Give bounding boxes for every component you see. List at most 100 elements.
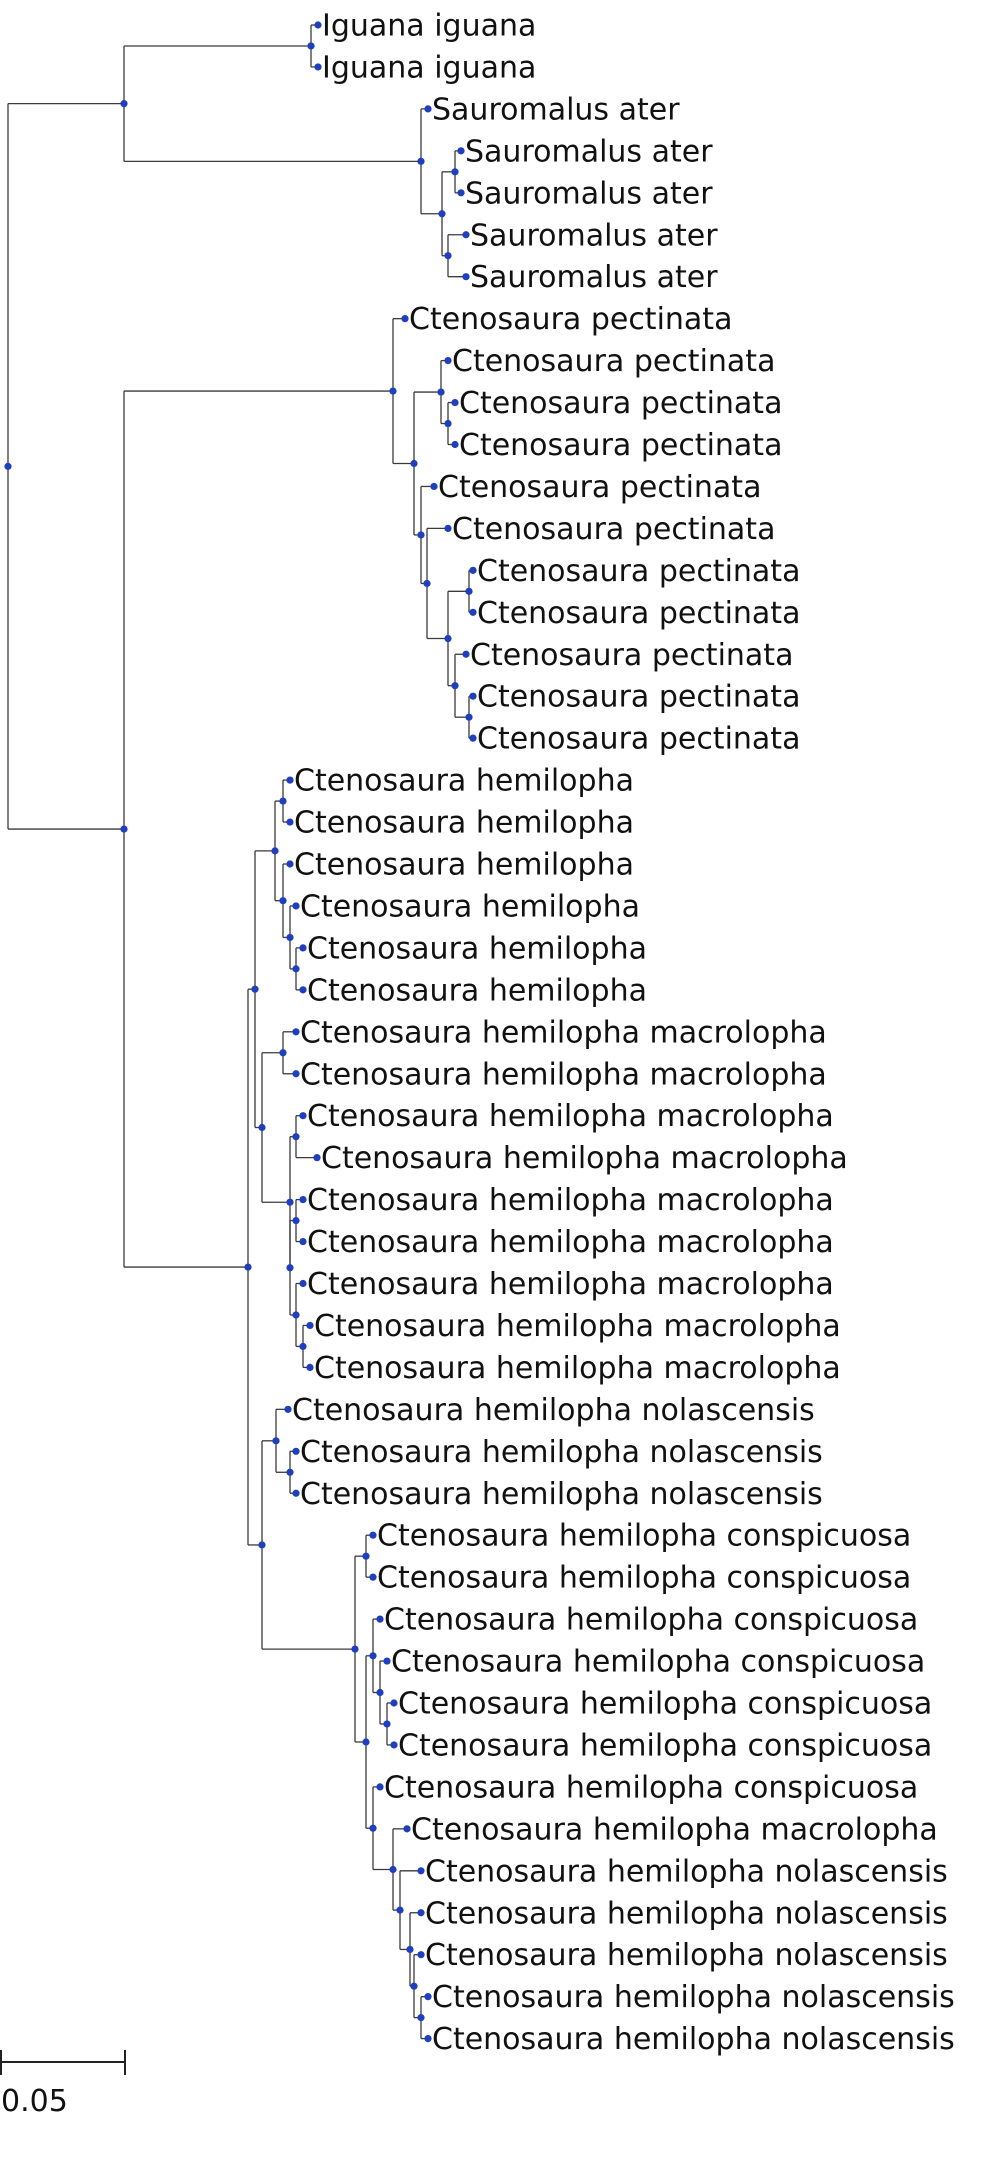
tip-label: Ctenosaura hemilopha macrolopha bbox=[300, 1057, 827, 1092]
tip-label: Ctenosaura hemilopha bbox=[294, 764, 634, 799]
tip-node bbox=[424, 1993, 432, 2001]
internal-node-n1 bbox=[120, 100, 128, 108]
tip-label: Ctenosaura hemilopha macrolopha bbox=[307, 1225, 834, 1260]
internal-node-n4 bbox=[417, 157, 425, 165]
tip-label: Ctenosaura pectinata bbox=[438, 470, 761, 505]
internal-node-n27 bbox=[279, 1049, 287, 1057]
tip-label: Ctenosaura hemilopha macrolopha bbox=[411, 1812, 938, 1847]
tip-node bbox=[376, 1783, 384, 1791]
tip-node bbox=[417, 1867, 425, 1875]
tip-label: Ctenosaura hemilopha nolascensis bbox=[432, 1980, 955, 2015]
tip-label: Ctenosaura pectinata bbox=[477, 680, 800, 715]
tip-node bbox=[462, 650, 470, 658]
internal-node-n37 bbox=[362, 1552, 370, 1560]
tip-node bbox=[314, 21, 322, 29]
tip-node bbox=[299, 1112, 307, 1120]
internal-node-n20 bbox=[258, 1541, 266, 1549]
internal-node-n34 bbox=[272, 1437, 280, 1445]
internal-node-n15 bbox=[444, 634, 452, 643]
internal-node-n10 bbox=[410, 459, 418, 468]
tip-node bbox=[292, 1489, 300, 1497]
tip-node bbox=[390, 1699, 398, 1707]
tip-label: Ctenosaura pectinata bbox=[470, 638, 793, 673]
tip-node bbox=[369, 1531, 377, 1539]
tip-label: Ctenosaura pectinata bbox=[477, 596, 800, 631]
tip-node bbox=[424, 105, 432, 113]
tip-node bbox=[424, 2035, 432, 2043]
tip-node bbox=[299, 1237, 307, 1246]
tip-label: Ctenosaura pectinata bbox=[452, 512, 775, 547]
tip-node bbox=[469, 608, 477, 616]
internal-node-n7 bbox=[444, 252, 452, 260]
internal-node-n32 bbox=[292, 1311, 300, 1319]
internal-node-n21 bbox=[271, 847, 279, 855]
internal-node-n25 bbox=[286, 933, 294, 942]
scale-bar: 0.05 bbox=[0, 2050, 126, 2119]
tree-nodes bbox=[4, 21, 477, 2043]
tip-label: Ctenosaura hemilopha macrolopha bbox=[300, 1015, 827, 1050]
internal-node-n9 bbox=[244, 1263, 252, 1271]
tip-label: Sauromalus ater bbox=[470, 218, 718, 253]
tip-node bbox=[292, 902, 300, 910]
tip-label: Ctenosaura hemilopha nolascensis bbox=[300, 1477, 823, 1512]
internal-node-n47 bbox=[417, 2014, 425, 2022]
tip-node bbox=[286, 860, 294, 868]
internal-node-n8 bbox=[389, 387, 397, 395]
tip-node bbox=[444, 524, 452, 533]
tip-labels: Iguana iguana Iguana iguana Sauromalus ate… bbox=[292, 9, 955, 2058]
tip-label: Ctenosaura pectinata bbox=[459, 386, 782, 421]
tip-label: Ctenosaura hemilopha bbox=[294, 806, 634, 841]
internal-node-n23 bbox=[279, 797, 287, 805]
tip-label: Iguana iguana bbox=[322, 9, 536, 44]
internal-node-n33 bbox=[299, 1342, 307, 1351]
tip-node bbox=[299, 944, 307, 952]
tip-node bbox=[286, 818, 294, 826]
internal-node-n26 bbox=[292, 965, 300, 973]
internal-node-n38 bbox=[362, 1738, 370, 1746]
tip-label: Ctenosaura hemilopha conspicuosa bbox=[398, 1687, 932, 1722]
tip-label: Ctenosaura hemilopha macrolopha bbox=[307, 1183, 834, 1218]
internal-node-n22 bbox=[258, 1123, 266, 1132]
tip-label: Ctenosaura hemilopha macrolopha bbox=[307, 1099, 834, 1134]
tip-node bbox=[299, 1196, 307, 1204]
tip-node bbox=[457, 189, 465, 197]
internal-node-n12 bbox=[417, 531, 425, 539]
tip-node bbox=[417, 1951, 425, 1959]
internal-node-n44 bbox=[396, 1906, 404, 1914]
tip-label: Ctenosaura hemilopha conspicuosa bbox=[384, 1770, 918, 1805]
internal-node-n30 bbox=[286, 1264, 294, 1272]
tip-node bbox=[403, 1825, 411, 1833]
tip-label: Ctenosaura pectinata bbox=[459, 428, 782, 463]
tip-node bbox=[383, 1657, 391, 1665]
tip-node bbox=[313, 1154, 321, 1162]
tip-node bbox=[462, 231, 470, 239]
tip-label: Ctenosaura hemilopha macrolopha bbox=[314, 1309, 841, 1344]
tip-label: Ctenosaura hemilopha conspicuosa bbox=[377, 1519, 911, 1554]
tip-label: Ctenosaura hemilopha bbox=[300, 889, 640, 924]
tip-node bbox=[286, 776, 294, 784]
internal-node-n18 bbox=[465, 713, 473, 721]
tip-label: Sauromalus ater bbox=[465, 176, 713, 211]
internal-node-n36 bbox=[286, 1468, 294, 1476]
tip-node bbox=[314, 63, 322, 71]
tip-label: Ctenosaura hemilopha macrolopha bbox=[314, 1351, 841, 1386]
internal-node-n2 bbox=[120, 825, 128, 833]
internal-node-n3 bbox=[307, 42, 315, 50]
internal-node-root bbox=[4, 462, 12, 470]
internal-node-n14 bbox=[423, 579, 431, 588]
tip-node bbox=[457, 147, 465, 155]
tip-label: Ctenosaura hemilopha bbox=[294, 848, 634, 883]
tip-label: Ctenosaura hemilopha nolascensis bbox=[432, 2022, 955, 2057]
tip-node bbox=[306, 1321, 314, 1330]
tip-label: Ctenosaura hemilopha nolascensis bbox=[292, 1393, 815, 1428]
tip-node bbox=[462, 273, 470, 281]
tip-node bbox=[284, 1405, 292, 1413]
internal-node-n46 bbox=[410, 1982, 418, 1990]
tip-label: Ctenosaura hemilopha nolascensis bbox=[425, 1896, 948, 1931]
tip-label: Ctenosaura pectinata bbox=[409, 302, 732, 337]
tip-label: Ctenosaura hemilopha nolascensis bbox=[425, 1938, 948, 1973]
tip-node bbox=[369, 1573, 377, 1581]
internal-node-n16 bbox=[465, 587, 473, 595]
internal-node-n43 bbox=[389, 1865, 397, 1874]
